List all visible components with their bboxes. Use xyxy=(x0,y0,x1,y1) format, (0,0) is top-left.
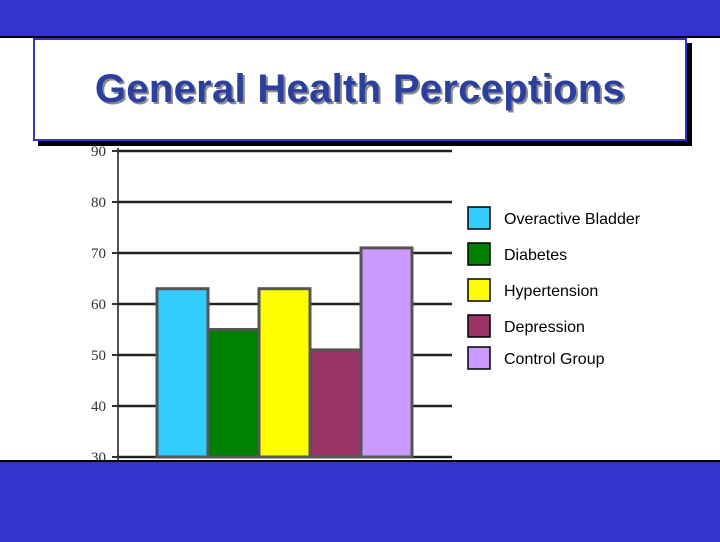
y-tick-label: 70 xyxy=(91,246,106,262)
bar-overactive-bladder xyxy=(155,287,210,459)
y-tick-label: 40 xyxy=(91,399,106,415)
bar-control-group xyxy=(359,246,414,459)
legend-label: Diabetes xyxy=(504,247,567,264)
y-tick-label: 50 xyxy=(91,348,106,364)
y-tick-label: 90 xyxy=(91,144,106,160)
y-tick-label: 80 xyxy=(91,195,106,211)
legend-label: Hypertension xyxy=(504,283,598,300)
bar-diabetes xyxy=(206,328,261,459)
legend-swatch xyxy=(467,314,491,338)
legend-swatch xyxy=(467,206,491,230)
bar-depression xyxy=(308,348,363,459)
bottom-banner xyxy=(0,460,720,542)
page-title: General Health Perceptions xyxy=(94,67,626,111)
top-banner xyxy=(0,0,720,38)
legend-label: Overactive Bladder xyxy=(504,211,641,228)
legend-label: Depression xyxy=(504,319,585,336)
legend-label: Control Group xyxy=(504,351,605,368)
legend-swatch xyxy=(467,278,491,302)
legend-swatch xyxy=(467,346,491,370)
y-tick-label: 60 xyxy=(91,297,106,313)
title-box: General Health Perceptions xyxy=(33,38,687,141)
bar-hypertension xyxy=(257,287,312,459)
legend-swatch xyxy=(467,242,491,266)
